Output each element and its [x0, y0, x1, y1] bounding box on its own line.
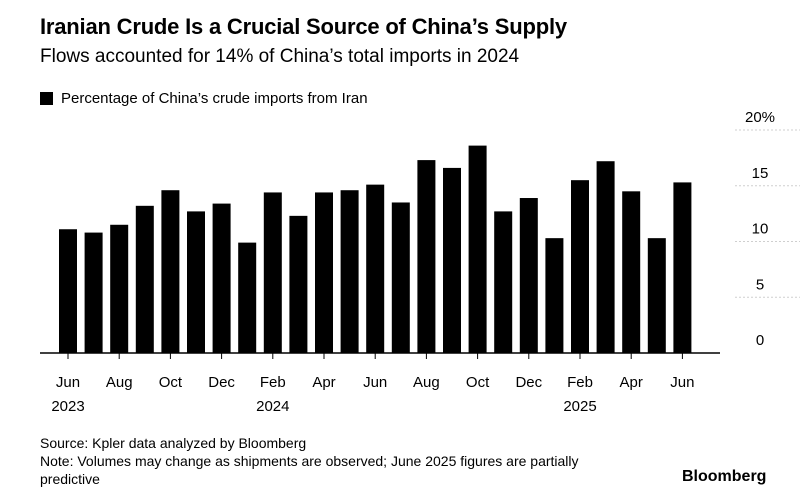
note-text: Note: Volumes may change as shipments ar…: [40, 453, 579, 487]
y-tick-label: 15: [752, 165, 769, 182]
y-tick-label: 10: [752, 221, 769, 238]
bar: [84, 232, 103, 353]
x-tick-year-label: 2024: [256, 398, 289, 415]
x-tick-label: Oct: [159, 374, 183, 391]
bar: [622, 191, 641, 353]
chart-subtitle: Flows accounted for 14% of China’s total…: [40, 46, 520, 67]
bar: [135, 205, 154, 353]
chart-title: Iranian Crude Is a Crucial Source of Chi…: [40, 14, 567, 39]
bar: [187, 211, 205, 353]
bar: [263, 192, 282, 353]
bar: [391, 202, 410, 353]
x-tick-label: Jun: [56, 374, 80, 391]
bar: [212, 203, 231, 353]
bar: [110, 224, 129, 353]
x-tick-label: Dec: [515, 374, 542, 391]
x-tick-label: Oct: [466, 374, 490, 391]
bar: [366, 184, 385, 353]
y-tick-label: 20%: [745, 109, 775, 126]
bar: [596, 161, 615, 353]
bar: [571, 180, 589, 353]
bar: [545, 238, 564, 353]
legend: Percentage of China’s crude imports from…: [40, 90, 368, 107]
bar: [59, 229, 77, 353]
bar: [161, 190, 180, 353]
x-tick-label: Apr: [312, 374, 335, 391]
source-text: Source: Kpler data analyzed by Bloomberg: [40, 435, 307, 451]
bar: [443, 167, 461, 353]
x-tick-label: Aug: [413, 374, 440, 391]
y-tick-label: 0: [756, 332, 764, 349]
bar: [494, 211, 513, 353]
x-tick-year-label: 2025: [563, 398, 596, 415]
x-tick-label: Feb: [260, 374, 286, 391]
bar: [673, 182, 692, 353]
x-tick-year-label: 2023: [51, 398, 84, 415]
x-tick-label: Jun: [670, 374, 694, 391]
x-tick-label: Dec: [208, 374, 235, 391]
bar: [519, 198, 538, 353]
x-tick-label: Jun: [363, 374, 387, 391]
x-tick-label: Feb: [567, 374, 593, 391]
legend-swatch: [40, 92, 53, 105]
bar: [647, 238, 666, 353]
x-tick-label: Apr: [620, 374, 643, 391]
bar: [468, 145, 487, 353]
bar: [417, 160, 436, 353]
bloomberg-logo: Bloomberg: [682, 468, 767, 485]
bar: [238, 242, 257, 353]
y-tick-label: 5: [756, 276, 764, 293]
bar: [340, 190, 359, 353]
bar: [289, 215, 308, 353]
bar: [315, 192, 333, 353]
legend-label: Percentage of China’s crude imports from…: [61, 90, 368, 107]
x-tick-label: Aug: [106, 374, 133, 391]
